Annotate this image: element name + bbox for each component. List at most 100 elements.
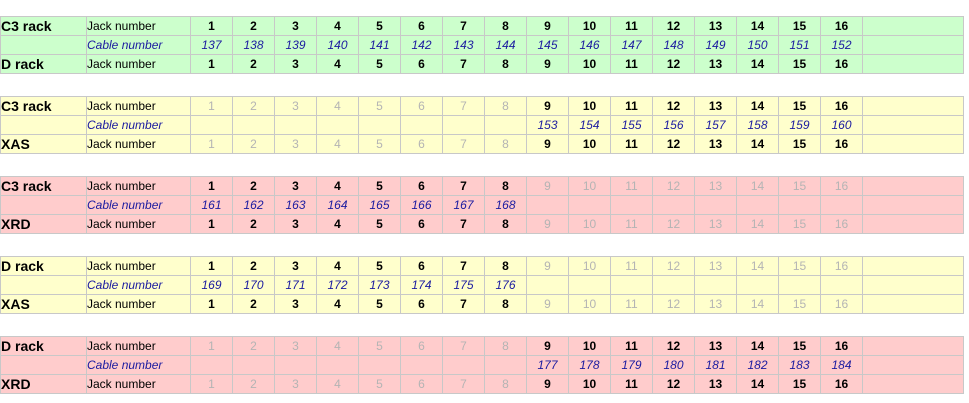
jack-number-cell-unused[interactable]: 13 (694, 256, 737, 276)
jack-number-cell-unused[interactable]: 7 (442, 134, 485, 154)
empty-cell[interactable] (862, 214, 964, 234)
jack-number-cell-unused[interactable]: 12 (652, 256, 695, 276)
jack-number-cell[interactable]: 2 (232, 214, 275, 234)
jack-number-cell-unused[interactable]: 6 (400, 336, 443, 356)
jack-number-cell[interactable]: 5 (358, 256, 401, 276)
jack-number-cell[interactable]: 11 (610, 54, 653, 74)
cable-number-label[interactable]: Cable number (86, 195, 191, 215)
jack-number-cell[interactable]: 2 (232, 54, 275, 74)
rack-name[interactable]: D rack (0, 256, 87, 276)
jack-number-cell-unused[interactable]: 2 (232, 134, 275, 154)
jack-number-cell-unused[interactable]: 16 (820, 176, 863, 196)
jack-number-cell[interactable]: 16 (820, 16, 863, 36)
jack-number-cell-unused[interactable]: 1 (190, 134, 233, 154)
cable-number-cell[interactable]: 182 (736, 355, 779, 375)
jack-number-cell[interactable]: 10 (568, 134, 611, 154)
jack-number-cell-unused[interactable]: 3 (274, 374, 317, 394)
jack-number-cell[interactable]: 10 (568, 336, 611, 356)
jack-number-cell[interactable]: 5 (358, 214, 401, 234)
jack-number-cell[interactable]: 6 (400, 176, 443, 196)
empty-cell[interactable] (358, 115, 401, 135)
jack-number-cell-unused[interactable]: 3 (274, 134, 317, 154)
cable-number-cell[interactable]: 140 (316, 35, 359, 55)
jack-number-cell[interactable]: 1 (190, 176, 233, 196)
jack-number-cell[interactable]: 6 (400, 214, 443, 234)
jack-number-cell-unused[interactable]: 10 (568, 256, 611, 276)
cable-number-label[interactable]: Cable number (86, 355, 191, 375)
jack-number-cell[interactable]: 3 (274, 214, 317, 234)
empty-cell[interactable] (862, 176, 964, 196)
empty-cell[interactable] (862, 275, 964, 295)
cable-number-cell[interactable]: 150 (736, 35, 779, 55)
cable-number-cell[interactable]: 137 (190, 35, 233, 55)
jack-number-cell-unused[interactable]: 9 (526, 176, 569, 196)
jack-number-cell-unused[interactable]: 8 (484, 96, 527, 116)
jack-number-cell[interactable]: 4 (316, 256, 359, 276)
empty-cell[interactable] (484, 355, 527, 375)
jack-number-cell-unused[interactable]: 2 (232, 374, 275, 394)
jack-number-label[interactable]: Jack number (86, 54, 191, 74)
jack-number-cell-unused[interactable]: 1 (190, 336, 233, 356)
jack-number-cell[interactable]: 3 (274, 16, 317, 36)
cable-number-cell[interactable]: 184 (820, 355, 863, 375)
empty-cell[interactable] (862, 54, 964, 74)
jack-number-cell[interactable]: 3 (274, 54, 317, 74)
jack-number-cell[interactable]: 8 (484, 294, 527, 314)
jack-number-label[interactable]: Jack number (86, 336, 191, 356)
jack-number-cell-unused[interactable]: 15 (778, 294, 821, 314)
jack-number-cell[interactable]: 12 (652, 374, 695, 394)
cable-number-cell[interactable]: 177 (526, 355, 569, 375)
jack-number-cell-unused[interactable]: 10 (568, 214, 611, 234)
jack-number-cell-unused[interactable]: 14 (736, 176, 779, 196)
jack-number-cell[interactable]: 16 (820, 54, 863, 74)
jack-number-cell[interactable]: 1 (190, 54, 233, 74)
empty-cell[interactable] (820, 195, 863, 215)
jack-number-cell[interactable]: 12 (652, 16, 695, 36)
jack-number-cell-unused[interactable]: 2 (232, 336, 275, 356)
jack-number-label[interactable]: Jack number (86, 96, 191, 116)
cable-number-cell[interactable]: 171 (274, 275, 317, 295)
jack-number-cell-unused[interactable]: 11 (610, 214, 653, 234)
jack-number-cell-unused[interactable]: 1 (190, 96, 233, 116)
jack-number-cell-unused[interactable]: 14 (736, 256, 779, 276)
jack-number-cell[interactable]: 13 (694, 374, 737, 394)
jack-number-cell[interactable]: 9 (526, 16, 569, 36)
jack-number-cell-unused[interactable]: 12 (652, 214, 695, 234)
cable-number-cell[interactable]: 166 (400, 195, 443, 215)
jack-number-cell[interactable]: 15 (778, 336, 821, 356)
jack-number-cell[interactable]: 8 (484, 176, 527, 196)
empty-cell[interactable] (316, 115, 359, 135)
jack-number-cell[interactable]: 9 (526, 374, 569, 394)
empty-cell[interactable] (442, 355, 485, 375)
jack-number-cell-unused[interactable]: 6 (400, 134, 443, 154)
cable-number-cell[interactable]: 146 (568, 35, 611, 55)
jack-number-label[interactable]: Jack number (86, 214, 191, 234)
jack-number-cell-unused[interactable]: 4 (316, 134, 359, 154)
empty-cell[interactable] (0, 115, 87, 135)
jack-number-cell-unused[interactable]: 16 (820, 214, 863, 234)
cable-number-cell[interactable]: 175 (442, 275, 485, 295)
rack-name[interactable]: XAS (0, 134, 87, 154)
jack-number-cell[interactable]: 11 (610, 16, 653, 36)
jack-number-label[interactable]: Jack number (86, 16, 191, 36)
empty-cell[interactable] (526, 275, 569, 295)
jack-number-cell-unused[interactable]: 12 (652, 294, 695, 314)
empty-cell[interactable] (0, 35, 87, 55)
cable-number-cell[interactable]: 170 (232, 275, 275, 295)
cable-number-cell[interactable]: 172 (316, 275, 359, 295)
jack-number-cell-unused[interactable]: 14 (736, 294, 779, 314)
jack-number-cell-unused[interactable]: 5 (358, 134, 401, 154)
jack-number-cell[interactable]: 5 (358, 294, 401, 314)
jack-number-cell-unused[interactable]: 15 (778, 214, 821, 234)
empty-cell[interactable] (0, 195, 87, 215)
jack-number-cell[interactable]: 12 (652, 336, 695, 356)
cable-number-cell[interactable]: 157 (694, 115, 737, 135)
cable-number-cell[interactable]: 168 (484, 195, 527, 215)
jack-number-cell-unused[interactable]: 10 (568, 294, 611, 314)
cable-number-cell[interactable]: 144 (484, 35, 527, 55)
cable-number-cell[interactable]: 148 (652, 35, 695, 55)
rack-name[interactable]: D rack (0, 54, 87, 74)
jack-number-cell-unused[interactable]: 7 (442, 336, 485, 356)
jack-number-cell[interactable]: 4 (316, 54, 359, 74)
jack-number-cell-unused[interactable]: 5 (358, 374, 401, 394)
